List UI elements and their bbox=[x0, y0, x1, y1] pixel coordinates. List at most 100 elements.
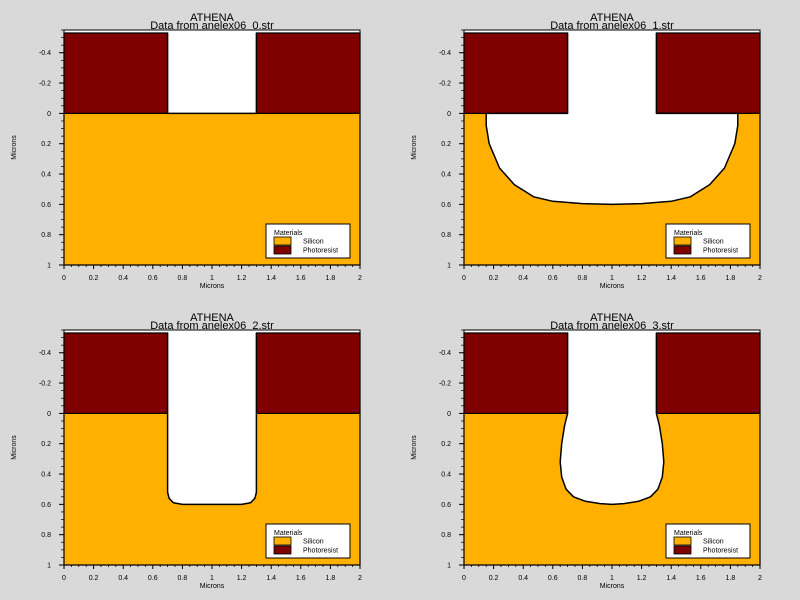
y-tick-label: -0.2 bbox=[439, 381, 451, 388]
etched-region-outline bbox=[166, 33, 258, 115]
y-tick-label: 1 bbox=[447, 263, 451, 270]
x-tick-label: 1.6 bbox=[696, 275, 706, 282]
y-tick-label: 0 bbox=[47, 111, 51, 118]
legend-swatch-photoresist bbox=[673, 545, 692, 555]
legend-label-photoresist: Photoresist bbox=[703, 548, 738, 555]
x-tick-label: 2 bbox=[358, 575, 362, 582]
x-tick-label: 0.4 bbox=[518, 275, 528, 282]
y-tick-label: 0 bbox=[447, 411, 451, 418]
x-tick-label: 0.2 bbox=[489, 275, 499, 282]
y-tick-label: 0 bbox=[447, 111, 451, 118]
etched-region-outline bbox=[559, 333, 665, 506]
legend-label-photoresist: Photoresist bbox=[703, 248, 738, 255]
x-tick-label: 1 bbox=[610, 275, 614, 282]
etched-region-outline bbox=[485, 33, 739, 206]
x-tick-label: 0.2 bbox=[89, 275, 99, 282]
region-photoresist-1 bbox=[463, 32, 569, 115]
x-tick-label: 1.4 bbox=[266, 275, 276, 282]
x-tick-label: 1.4 bbox=[666, 575, 676, 582]
legend-swatch-silicon bbox=[673, 536, 692, 546]
x-tick-label: 1 bbox=[210, 275, 214, 282]
x-tick-label: 1.6 bbox=[296, 575, 306, 582]
x-tick-label: 0.4 bbox=[118, 275, 128, 282]
x-tick-label: 1.4 bbox=[666, 275, 676, 282]
chart-title: ATHENA bbox=[190, 12, 234, 24]
etched-region-fill bbox=[167, 33, 257, 114]
x-tick-label: 0.8 bbox=[578, 275, 588, 282]
y-tick-label: -0.2 bbox=[39, 381, 51, 388]
x-tick-label: 1 bbox=[210, 575, 214, 582]
y-tick-label: -0.4 bbox=[39, 350, 51, 357]
y-tick-label: 1 bbox=[47, 263, 51, 270]
y-tick-label: -0.2 bbox=[39, 81, 51, 88]
x-tick-label: 0 bbox=[462, 275, 466, 282]
y-tick-label: -0.4 bbox=[39, 50, 51, 57]
region-photoresist-2 bbox=[655, 332, 761, 414]
x-axis-label: Microns bbox=[600, 283, 625, 290]
y-tick-label: 1 bbox=[447, 563, 451, 570]
chart-subtitle: Data from anelex06_2.str bbox=[150, 320, 274, 332]
y-tick-label: 0.6 bbox=[41, 502, 51, 509]
x-tick-label: 1.8 bbox=[326, 575, 336, 582]
y-tick-label: 0.6 bbox=[441, 202, 451, 209]
y-tick-label: 0.8 bbox=[41, 232, 51, 239]
y-tick-label: 0.8 bbox=[441, 532, 451, 539]
legend-label-silicon: Silicon bbox=[703, 539, 724, 546]
x-tick-label: 1.2 bbox=[237, 575, 247, 582]
y-tick-label: 0.2 bbox=[41, 141, 51, 148]
y-axis-label: Microns bbox=[11, 435, 18, 460]
y-tick-label: 0.4 bbox=[441, 472, 451, 479]
x-tick-label: 0 bbox=[62, 275, 66, 282]
chart-title: ATHENA bbox=[590, 312, 634, 324]
x-tick-label: 0.4 bbox=[118, 575, 128, 582]
x-tick-label: 0.6 bbox=[148, 275, 158, 282]
x-tick-label: 0.6 bbox=[148, 575, 158, 582]
y-axis-label: Microns bbox=[411, 135, 418, 160]
legend-swatch-photoresist bbox=[273, 245, 292, 255]
x-tick-label: 0.4 bbox=[518, 575, 528, 582]
legend-title: Materials bbox=[674, 530, 703, 537]
x-tick-label: 0.8 bbox=[178, 275, 188, 282]
x-axis-label: Microns bbox=[600, 583, 625, 590]
x-tick-label: 0 bbox=[462, 575, 466, 582]
region-photoresist-2 bbox=[655, 32, 761, 115]
etched-region-fill bbox=[560, 333, 664, 505]
x-tick-label: 0 bbox=[62, 575, 66, 582]
legend-title: Materials bbox=[274, 230, 303, 237]
legend-label-photoresist: Photoresist bbox=[303, 248, 338, 255]
x-tick-label: 0.2 bbox=[89, 575, 99, 582]
region-photoresist-1 bbox=[63, 332, 169, 414]
x-tick-label: 1.2 bbox=[237, 275, 247, 282]
y-tick-label: -0.4 bbox=[439, 350, 451, 357]
region-photoresist-1 bbox=[63, 32, 169, 115]
y-tick-label: 0.2 bbox=[41, 441, 51, 448]
x-tick-label: 0.8 bbox=[578, 575, 588, 582]
x-tick-label: 1.2 bbox=[637, 275, 647, 282]
x-tick-label: 2 bbox=[758, 575, 762, 582]
y-tick-label: -0.4 bbox=[439, 50, 451, 57]
chart-subtitle: Data from anelex06_1.str bbox=[550, 20, 674, 32]
legend-label-silicon: Silicon bbox=[703, 239, 724, 246]
region-photoresist-2 bbox=[255, 32, 361, 115]
x-tick-label: 2 bbox=[758, 275, 762, 282]
legend-swatch-photoresist bbox=[273, 545, 292, 555]
x-tick-label: 0.6 bbox=[548, 575, 558, 582]
y-tick-label: -0.2 bbox=[439, 81, 451, 88]
y-tick-label: 1 bbox=[47, 563, 51, 570]
x-tick-label: 1.4 bbox=[266, 575, 276, 582]
x-tick-label: 1.8 bbox=[726, 275, 736, 282]
etched-region-fill bbox=[167, 333, 257, 505]
legend-title: Materials bbox=[274, 530, 303, 537]
legend-swatch-photoresist bbox=[673, 245, 692, 255]
x-tick-label: 0.2 bbox=[489, 575, 499, 582]
y-tick-label: 0.8 bbox=[441, 232, 451, 239]
x-tick-label: 1.6 bbox=[696, 575, 706, 582]
x-tick-label: 1 bbox=[610, 575, 614, 582]
x-tick-label: 1.2 bbox=[637, 575, 647, 582]
